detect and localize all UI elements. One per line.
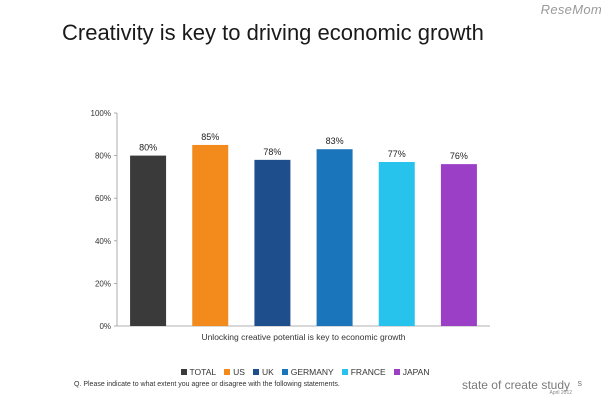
legend-item-germany: GERMANY xyxy=(281,367,334,377)
legend-label: FRANCE xyxy=(350,367,386,377)
data-label-us: 85% xyxy=(201,132,219,142)
bar-total xyxy=(130,155,167,326)
legend-item-us: US xyxy=(224,367,245,377)
bar-uk xyxy=(254,159,291,326)
data-label-france: 77% xyxy=(388,149,406,159)
brand-suffix: s xyxy=(577,378,583,388)
legend-swatch xyxy=(281,369,288,375)
chart-legend: TOTAL US UK GERMANY FRANCE JAPAN xyxy=(0,367,610,377)
brand-date: April 2012 xyxy=(549,390,572,396)
legend-swatch xyxy=(341,369,348,375)
legend-label: UK xyxy=(261,367,274,377)
legend-label: GERMANY xyxy=(290,367,334,377)
bar-japan xyxy=(440,164,477,326)
survey-question-note: Q. Please indicate to what extent you ag… xyxy=(74,381,340,388)
data-label-germany: 83% xyxy=(326,136,344,146)
y-tick-label: 60% xyxy=(95,194,111,203)
y-tick-label: 80% xyxy=(95,152,111,161)
legend-swatch xyxy=(393,369,400,375)
resemom-watermark: ReseMom xyxy=(540,2,602,17)
legend-item-total: TOTAL xyxy=(180,367,217,377)
legend-swatch xyxy=(180,369,187,375)
chart-title: Creativity is key to driving economic gr… xyxy=(62,20,484,45)
brand-label: state of create study xyxy=(461,378,570,392)
y-tick-label: 0% xyxy=(99,322,111,331)
legend-label: TOTAL xyxy=(189,367,217,377)
data-label-japan: 76% xyxy=(450,151,468,161)
y-tick-label: 100% xyxy=(91,109,111,118)
legend-item-uk: UK xyxy=(252,367,274,377)
legend-swatch xyxy=(224,369,231,375)
y-tick-label: 20% xyxy=(95,279,111,288)
data-label-total: 80% xyxy=(139,143,157,153)
legend-swatch xyxy=(252,369,259,375)
legend-item-japan: JAPAN xyxy=(393,367,430,377)
bar-germany xyxy=(316,149,353,326)
legend-label: JAPAN xyxy=(402,367,430,377)
legend-item-france: FRANCE xyxy=(341,367,386,377)
y-tick-label: 40% xyxy=(95,237,111,246)
legend-label: US xyxy=(233,367,245,377)
bar-france xyxy=(378,161,415,326)
x-axis-label: Unlocking creative potential is key to e… xyxy=(201,332,405,342)
data-label-uk: 78% xyxy=(263,147,281,157)
bar-us xyxy=(192,144,229,326)
